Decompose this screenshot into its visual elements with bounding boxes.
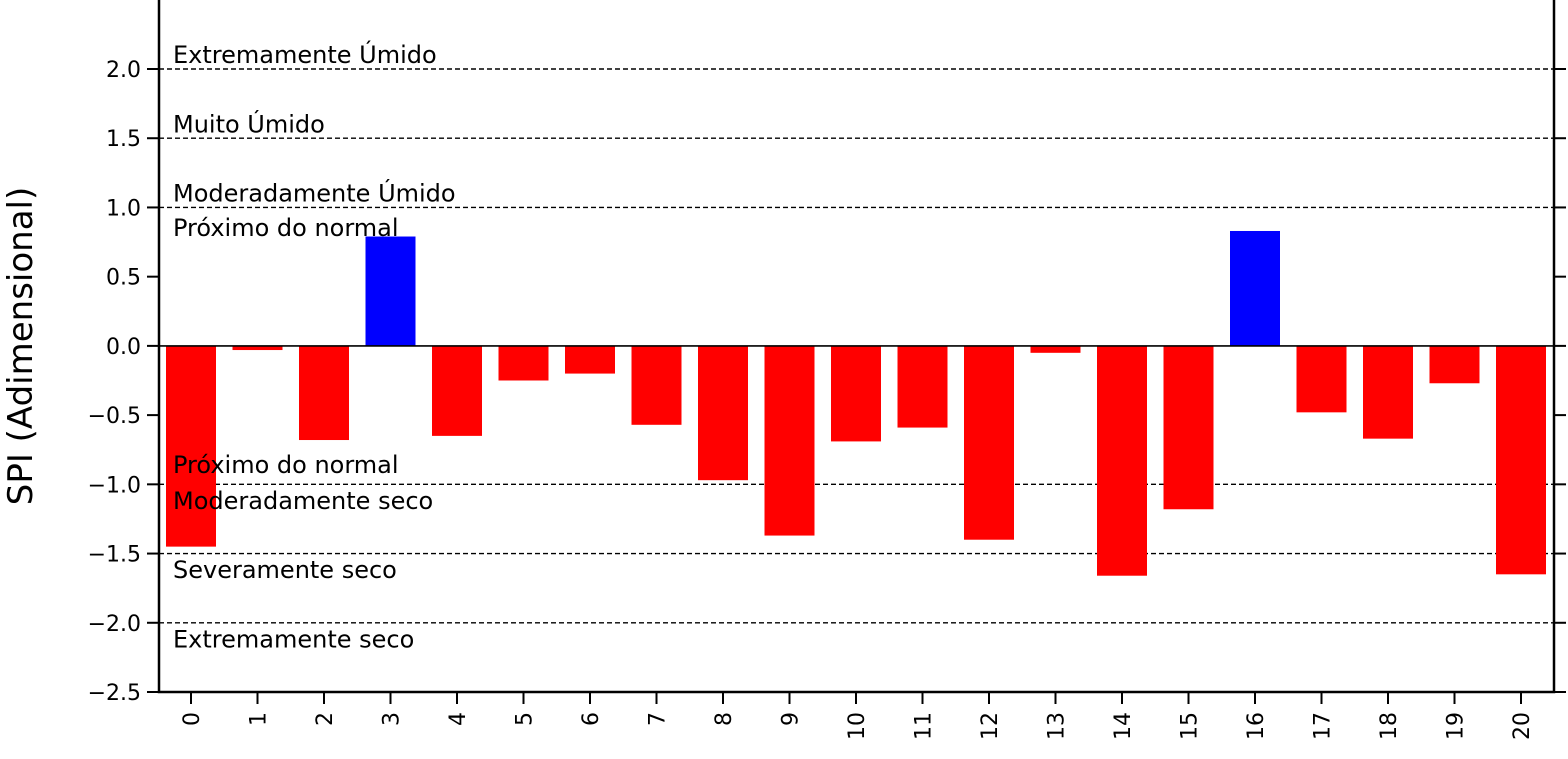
- bar-17: [1296, 345, 1347, 413]
- y-tick-label: 0.5: [106, 266, 141, 291]
- x-tick-label: 10: [845, 712, 870, 740]
- band-label: Severamente seco: [173, 556, 397, 584]
- y-tick-label: −1.0: [88, 473, 141, 498]
- bar-2: [299, 345, 349, 441]
- bar-9: [764, 345, 815, 536]
- bar-5: [498, 345, 549, 381]
- band-label: Moderadamente Úmido: [173, 178, 456, 208]
- band-label: Próximo do normal: [173, 214, 399, 242]
- x-tick-label: 17: [1311, 712, 1336, 740]
- x-tick-label: 9: [779, 712, 804, 726]
- bar-3: [365, 236, 416, 346]
- bar-1: [232, 345, 283, 351]
- band-label: Muito Úmido: [173, 108, 325, 138]
- y-tick-label: 0.0: [106, 335, 141, 360]
- x-tick-label: 19: [1444, 712, 1469, 740]
- bar-19: [1429, 345, 1480, 384]
- y-tick-label: −0.5: [88, 404, 141, 429]
- bar-18: [1363, 345, 1413, 439]
- bar-10: [831, 345, 881, 442]
- x-tick-label: 16: [1244, 712, 1269, 740]
- y-tick-label: −2.0: [88, 612, 141, 637]
- x-tick-label: 6: [579, 712, 604, 726]
- bar-15: [1163, 345, 1214, 510]
- threshold-lines: [159, 68, 1554, 624]
- y-tick-label: −1.5: [88, 543, 141, 568]
- bar-14: [1097, 345, 1147, 576]
- bar-12: [964, 345, 1014, 540]
- x-tick-label: 12: [978, 712, 1003, 740]
- bar-6: [565, 345, 615, 374]
- bars: [166, 230, 1546, 576]
- bar-7: [631, 345, 682, 425]
- band-label: Extremamente Úmido: [173, 39, 437, 69]
- y-tick-label: −2.5: [88, 681, 141, 706]
- x-tick-label: 11: [912, 712, 937, 740]
- bar-8: [698, 345, 748, 481]
- x-tick-label: 4: [446, 712, 471, 726]
- y-axis-ticks: −2.5 −2.0 −1.5 −1.0 −0.5 0.0 0.5 1.0 1.5 2.0: [88, 58, 1566, 706]
- bar-0: [166, 345, 216, 547]
- x-axis-ticks: 0 1 2 3 4 5 6 7 8 9 10 11 12 13 14 15 16 17 18 19 20: [180, 692, 1535, 740]
- y-tick-label: 1.5: [106, 127, 141, 152]
- x-tick-label: 18: [1377, 712, 1402, 740]
- band-label: Extremamente seco: [173, 625, 414, 653]
- x-tick-label: 7: [646, 712, 671, 726]
- band-labels: Extremamente Úmido Muito Úmido Moderadamen…: [173, 39, 456, 653]
- bar-11: [897, 345, 948, 428]
- band-label: Próximo do normal: [173, 451, 399, 479]
- bar-16: [1230, 230, 1280, 346]
- bar-20: [1496, 345, 1546, 575]
- x-tick-label: 15: [1178, 712, 1203, 740]
- x-tick-label: 1: [247, 712, 272, 726]
- band-label: Moderadamente seco: [173, 487, 433, 515]
- x-tick-label: 13: [1045, 712, 1070, 740]
- x-tick-label: 8: [712, 712, 737, 726]
- x-tick-label: 14: [1111, 712, 1136, 740]
- x-tick-label: 3: [380, 712, 405, 726]
- y-tick-label: 2.0: [106, 58, 141, 83]
- x-tick-label: 20: [1510, 712, 1535, 740]
- y-axis-title: SPI (Adimensional): [1, 187, 41, 506]
- bar-4: [432, 345, 482, 436]
- bar-13: [1030, 345, 1081, 353]
- x-tick-label: 0: [180, 712, 205, 726]
- x-tick-label: 2: [313, 712, 338, 726]
- y-tick-label: 1.0: [106, 196, 141, 221]
- x-tick-label: 5: [513, 712, 538, 726]
